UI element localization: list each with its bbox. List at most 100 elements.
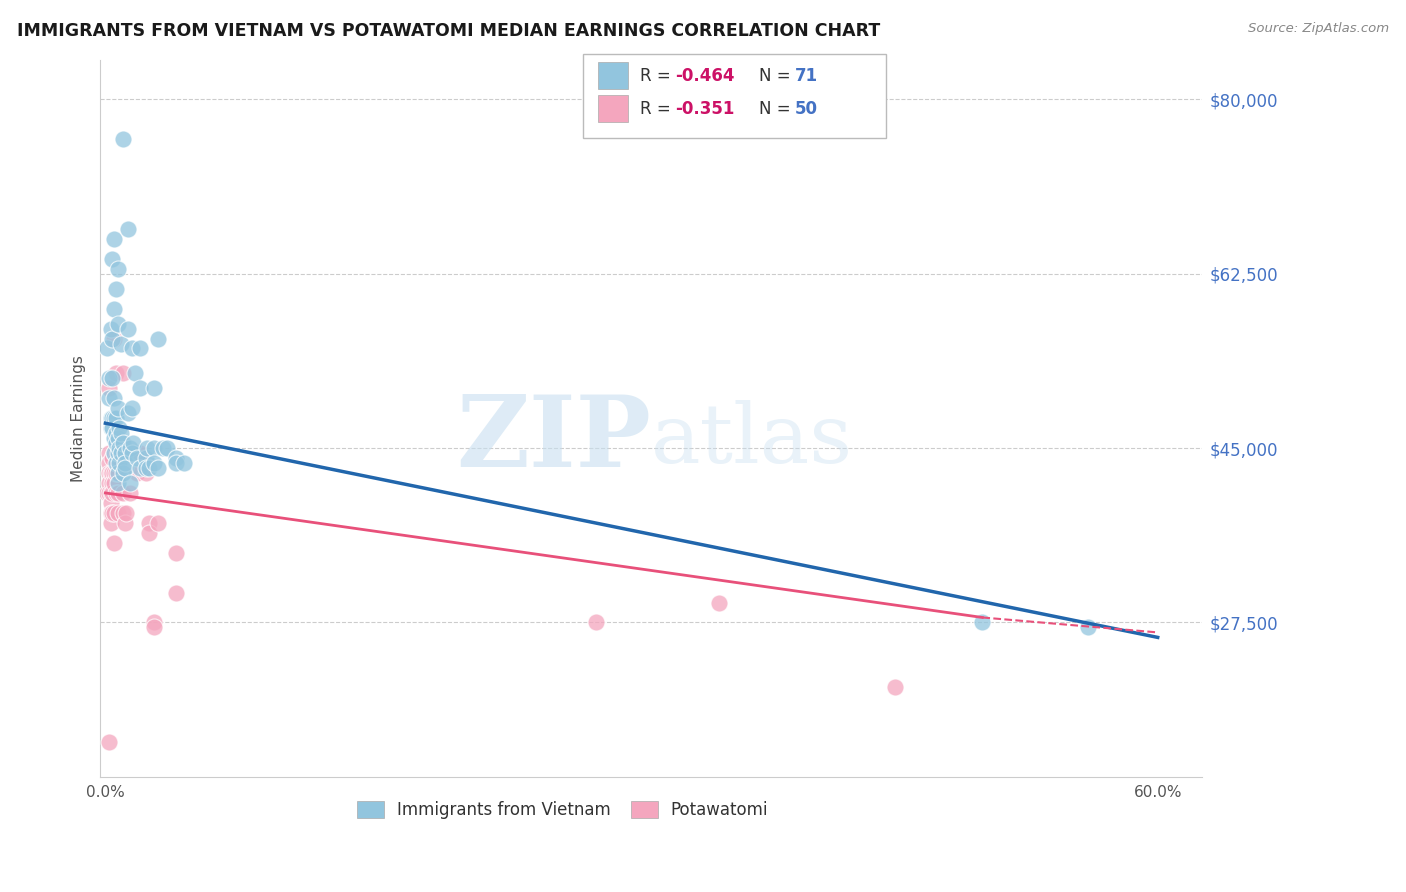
Point — [100, 496, 122, 510]
Point — [103, 332, 125, 346]
Point — [101, 421, 124, 435]
Point — [100, 321, 122, 335]
Point — [97, 381, 120, 395]
Point — [107, 261, 129, 276]
Point — [103, 446, 125, 460]
Point — [143, 615, 166, 630]
Point — [97, 466, 120, 480]
Point — [111, 367, 134, 381]
Text: R =: R = — [640, 67, 676, 85]
Point — [97, 392, 120, 406]
Point — [121, 342, 143, 356]
Point — [117, 321, 139, 335]
Point — [152, 441, 174, 455]
Point — [101, 475, 124, 490]
Point — [165, 456, 187, 470]
Text: R =: R = — [640, 100, 676, 118]
Point — [101, 466, 124, 480]
Text: N =: N = — [759, 67, 796, 85]
Point — [103, 392, 125, 406]
Point — [146, 461, 169, 475]
Point — [101, 506, 124, 520]
Point — [114, 516, 136, 530]
Point — [108, 456, 131, 470]
Point — [107, 506, 129, 520]
Point — [100, 411, 122, 425]
Point — [103, 535, 125, 549]
Point — [103, 411, 125, 425]
Point — [136, 441, 159, 455]
Point — [114, 456, 136, 470]
Text: ZIP: ZIP — [456, 392, 651, 488]
Point — [101, 252, 124, 266]
Point — [972, 615, 994, 630]
Point — [165, 451, 187, 466]
Point — [97, 371, 120, 385]
Point — [129, 381, 152, 395]
Text: 71: 71 — [794, 67, 817, 85]
Point — [104, 426, 127, 441]
Point — [165, 546, 187, 560]
Point — [101, 411, 124, 425]
Point — [104, 282, 127, 296]
Point — [107, 466, 129, 480]
Point — [107, 431, 129, 445]
Point — [103, 232, 125, 246]
Point — [97, 486, 120, 500]
Text: N =: N = — [759, 100, 796, 118]
Point — [121, 446, 143, 460]
Point — [173, 456, 195, 470]
Point — [101, 332, 124, 346]
Point — [111, 486, 134, 500]
Point — [108, 421, 131, 435]
Point — [104, 456, 127, 470]
Point — [1077, 620, 1099, 634]
Point — [103, 446, 125, 460]
Point — [104, 367, 127, 381]
Point — [103, 301, 125, 316]
Point — [883, 680, 905, 694]
Point — [110, 446, 132, 460]
Point — [100, 486, 122, 500]
Point — [709, 595, 731, 609]
Point — [117, 406, 139, 420]
Point — [118, 486, 141, 500]
Point — [107, 486, 129, 500]
Point — [96, 486, 118, 500]
Point — [114, 461, 136, 475]
Point — [103, 466, 125, 480]
Point — [121, 401, 143, 416]
Point — [100, 516, 122, 530]
Point — [138, 516, 160, 530]
Point — [165, 585, 187, 599]
Point — [110, 336, 132, 351]
Point — [146, 332, 169, 346]
Point — [585, 615, 607, 630]
Point — [97, 446, 120, 460]
Point — [138, 525, 160, 540]
Point — [110, 426, 132, 441]
Point — [117, 222, 139, 236]
Point — [103, 475, 125, 490]
Point — [104, 446, 127, 460]
Point — [107, 401, 129, 416]
Point — [108, 441, 131, 455]
Point — [107, 317, 129, 331]
Point — [135, 451, 157, 466]
Point — [96, 342, 118, 356]
Y-axis label: Median Earnings: Median Earnings — [72, 355, 86, 482]
Point — [114, 446, 136, 460]
Point — [111, 506, 134, 520]
Point — [138, 461, 160, 475]
Point — [107, 451, 129, 466]
Point — [125, 466, 148, 480]
Point — [129, 342, 152, 356]
Point — [111, 466, 134, 480]
Point — [97, 456, 120, 470]
Point — [101, 371, 124, 385]
Point — [101, 451, 124, 466]
Point — [143, 620, 166, 634]
Point — [101, 486, 124, 500]
Point — [103, 431, 125, 445]
Point — [97, 475, 120, 490]
